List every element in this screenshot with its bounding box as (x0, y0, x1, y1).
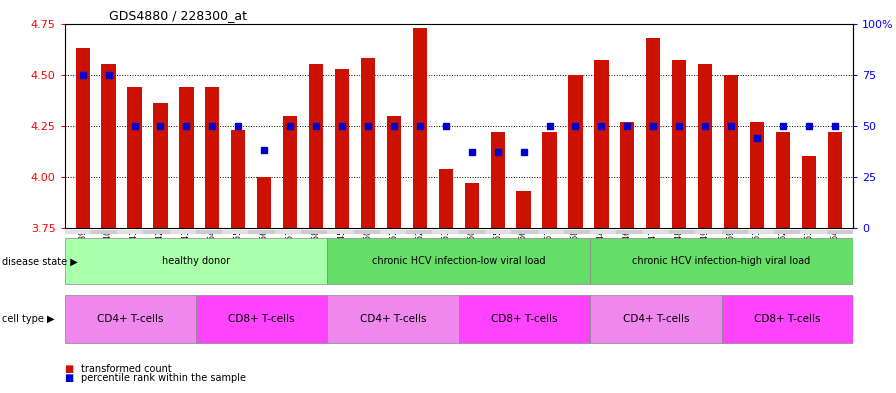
Text: CD8+ T-cells: CD8+ T-cells (754, 314, 821, 324)
Bar (275, 230, 301, 234)
Bar (153, 103, 168, 228)
Bar (354, 230, 380, 234)
Bar (776, 132, 790, 228)
Bar (335, 68, 349, 228)
Bar (774, 230, 800, 234)
Bar (327, 238, 590, 284)
Bar (90, 230, 117, 234)
Bar (459, 296, 590, 343)
Bar (283, 116, 297, 228)
Text: ■: ■ (65, 373, 73, 383)
Bar (542, 132, 556, 228)
Bar (248, 230, 275, 234)
Text: CD8+ T-cells: CD8+ T-cells (491, 314, 557, 324)
Bar (101, 64, 116, 228)
Bar (590, 230, 616, 234)
Text: disease state ▶: disease state ▶ (2, 256, 78, 266)
Bar (590, 296, 721, 343)
Bar (65, 230, 90, 234)
Bar (802, 156, 816, 228)
Bar (669, 230, 695, 234)
Bar (828, 132, 842, 228)
Bar (568, 75, 582, 228)
Bar (564, 230, 590, 234)
Text: healthy donor: healthy donor (162, 256, 230, 266)
Bar (439, 169, 452, 228)
Bar (406, 230, 433, 234)
Bar (117, 230, 143, 234)
Bar (222, 230, 248, 234)
Bar (196, 296, 327, 343)
Bar (485, 230, 512, 234)
Bar (642, 230, 669, 234)
Bar (721, 296, 853, 343)
Bar (672, 61, 686, 228)
Bar (65, 296, 196, 343)
Bar (620, 122, 634, 228)
Text: CD4+ T-cells: CD4+ T-cells (97, 314, 163, 324)
Text: GDS4880 / 228300_at: GDS4880 / 228300_at (109, 9, 247, 22)
Bar (800, 230, 827, 234)
Bar (721, 230, 748, 234)
Bar (309, 64, 323, 228)
Bar (205, 87, 220, 228)
Bar (590, 238, 853, 284)
Bar (490, 132, 504, 228)
Bar (695, 230, 721, 234)
Bar (380, 230, 406, 234)
Bar (413, 28, 427, 228)
Bar (327, 230, 354, 234)
Bar (231, 130, 246, 228)
Bar (750, 122, 764, 228)
Bar (538, 230, 564, 234)
Bar (512, 230, 538, 234)
Bar (827, 230, 853, 234)
Bar (616, 230, 642, 234)
Bar (301, 230, 327, 234)
Bar (748, 230, 774, 234)
Bar (724, 75, 738, 228)
Text: CD8+ T-cells: CD8+ T-cells (228, 314, 295, 324)
Bar (75, 48, 90, 228)
Text: chronic HCV infection-low viral load: chronic HCV infection-low viral load (372, 256, 546, 266)
Bar (257, 177, 271, 228)
Bar (169, 230, 196, 234)
Bar (433, 230, 459, 234)
Bar (698, 64, 712, 228)
Text: transformed count: transformed count (81, 364, 171, 374)
Bar (179, 87, 194, 228)
Bar (65, 238, 327, 284)
Bar (646, 38, 660, 228)
Bar (459, 230, 485, 234)
Bar (196, 230, 222, 234)
Bar (465, 183, 478, 228)
Text: cell type ▶: cell type ▶ (2, 314, 55, 324)
Bar (361, 58, 375, 228)
Text: percentile rank within the sample: percentile rank within the sample (81, 373, 246, 383)
Text: ■: ■ (65, 364, 73, 374)
Text: CD4+ T-cells: CD4+ T-cells (360, 314, 426, 324)
Text: CD4+ T-cells: CD4+ T-cells (623, 314, 689, 324)
Text: chronic HCV infection-high viral load: chronic HCV infection-high viral load (633, 256, 811, 266)
Bar (127, 87, 142, 228)
Bar (594, 61, 608, 228)
Bar (327, 296, 459, 343)
Bar (387, 116, 401, 228)
Bar (143, 230, 169, 234)
Bar (516, 191, 530, 228)
